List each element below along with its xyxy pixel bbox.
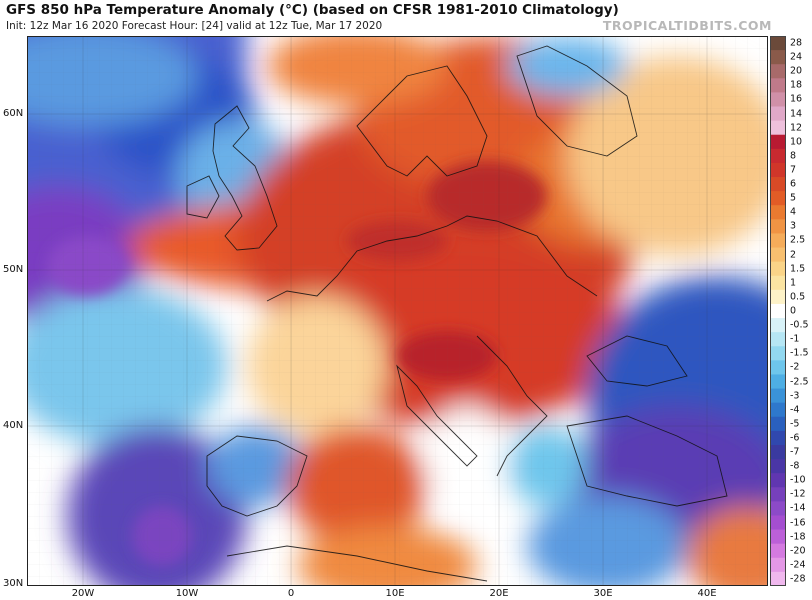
colorbar-label: -2 [790, 361, 800, 373]
colorbar-swatch [770, 148, 786, 164]
colorbar-label: -1.5 [790, 347, 809, 359]
colorbar-label: -1 [790, 333, 800, 345]
colorbar-label: -20 [790, 545, 806, 557]
colorbar-label: -18 [790, 531, 806, 543]
colorbar-swatch [770, 177, 786, 192]
colorbar-label: -3 [790, 390, 800, 402]
colorbar-swatch [770, 303, 786, 319]
colorbar-label: -4 [790, 404, 800, 416]
colorbar-label: -14 [790, 502, 806, 514]
colorbar-swatch [770, 374, 786, 390]
colorbar-label: -16 [790, 517, 806, 529]
colorbar-swatch [770, 459, 786, 474]
colorbar-swatch [770, 247, 786, 263]
colorbar-swatch [770, 473, 786, 488]
colorbar-label: 4 [790, 206, 797, 218]
lat-label-50n: 50N [3, 264, 24, 275]
colorbar-swatch [770, 543, 786, 559]
colorbar-swatch [770, 318, 786, 333]
colorbar-swatch [770, 289, 786, 305]
coastlines [186, 45, 728, 582]
colorbar-label: 14 [790, 108, 803, 120]
lon-label-40e: 40E [697, 588, 717, 599]
colorbar-label: 5 [790, 192, 797, 204]
colorbar-swatch [770, 501, 786, 516]
lat-label-60n: 60N [3, 108, 24, 119]
colorbar-label: 0 [790, 305, 797, 317]
colorbar-swatch [770, 430, 786, 446]
lon-label-20e: 20E [489, 588, 509, 599]
colorbar-swatch [770, 332, 786, 347]
colorbar-label: 3 [790, 220, 797, 232]
colorbar-label: -5 [790, 418, 800, 430]
colorbar-label: 1 [790, 277, 797, 289]
colorbar-label: -28 [790, 573, 806, 585]
brand-watermark[interactable]: TROPICALTIDBITS.COM [602, 18, 772, 33]
colorbar-swatch [770, 261, 786, 277]
lat-label-40n: 40N [3, 420, 24, 431]
colorbar-swatch [770, 205, 786, 220]
colorbar-label: -24 [790, 559, 806, 571]
colorbar-label: -6 [790, 432, 800, 444]
colorbar-label: 6 [790, 178, 797, 190]
colorbar-swatch [770, 571, 786, 586]
colorbar-label: 28 [790, 37, 803, 49]
lon-label-20w: 20W [71, 588, 95, 599]
colorbar-label: 12 [790, 122, 803, 134]
colorbar-swatch [770, 529, 786, 545]
colorbar-swatch [770, 64, 786, 79]
colorbar-swatch [770, 106, 786, 122]
colorbar-label: 20 [790, 65, 803, 77]
temperature-anomaly-map [27, 36, 768, 586]
colorbar-label: 0.5 [790, 291, 806, 303]
colorbar-label: -7 [790, 446, 800, 458]
lat-label-30n: 30N [3, 578, 24, 589]
colorbar-swatch [770, 191, 786, 206]
colorbar-swatch [770, 346, 786, 361]
lon-label-0: 0 [287, 588, 295, 599]
map-subtitle: Init: 12z Mar 16 2020 Forecast Hour: [24… [6, 20, 383, 32]
lon-label-10e: 10E [385, 588, 405, 599]
colorbar-swatch [770, 275, 786, 291]
lon-label-30e: 30E [593, 588, 613, 599]
map-title: GFS 850 hPa Temperature Anomaly (°C) (ba… [6, 2, 619, 18]
colorbar-label: -8 [790, 460, 800, 472]
colorbar-swatch [770, 36, 786, 51]
colorbar-label: -2.5 [790, 376, 809, 387]
colorbar [770, 36, 786, 586]
colorbar-swatch [770, 444, 786, 460]
colorbar-label: 18 [790, 79, 803, 91]
colorbar-label: 2.5 [790, 234, 806, 246]
colorbar-swatch [770, 92, 786, 108]
colorbar-label: -0.5 [790, 319, 809, 331]
colorbar-label: 7 [790, 164, 797, 176]
colorbar-label: 8 [790, 150, 797, 162]
colorbar-swatch [770, 557, 786, 573]
colorbar-swatch [770, 134, 786, 150]
colorbar-swatch [770, 233, 786, 249]
colorbar-swatch [770, 515, 786, 531]
colorbar-swatch [770, 416, 786, 432]
colorbar-swatch [770, 78, 786, 93]
colorbar-label: -10 [790, 474, 806, 486]
colorbar-swatch [770, 402, 786, 418]
colorbar-label: 10 [790, 136, 803, 148]
colorbar-label: 16 [790, 93, 803, 105]
colorbar-swatch [770, 219, 786, 234]
colorbar-swatch [770, 162, 786, 178]
colorbar-swatch [770, 120, 786, 136]
colorbar-label: 24 [790, 51, 803, 63]
colorbar-swatch [770, 388, 786, 404]
lon-label-10w: 10W [175, 588, 199, 599]
colorbar-label: -12 [790, 488, 806, 500]
colorbar-swatch [770, 487, 786, 502]
colorbar-swatch [770, 50, 786, 65]
graticule [27, 36, 768, 586]
colorbar-label: 1.5 [790, 263, 806, 275]
colorbar-swatch [770, 360, 786, 375]
colorbar-border [770, 36, 786, 586]
colorbar-label: 2 [790, 249, 797, 261]
